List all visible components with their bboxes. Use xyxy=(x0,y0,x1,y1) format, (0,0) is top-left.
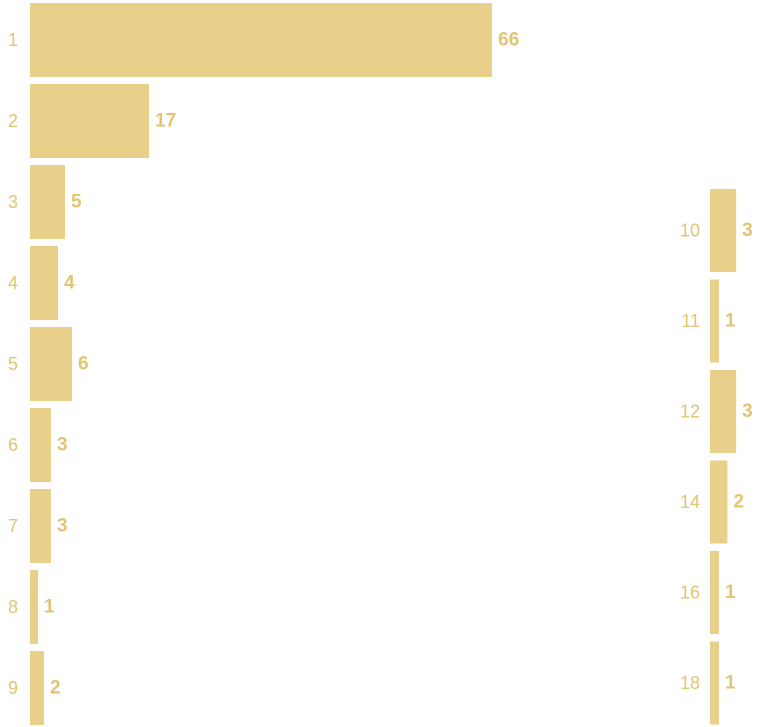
category-label-3: 3 xyxy=(8,192,18,212)
bar-12 xyxy=(710,370,737,453)
category-label-14: 14 xyxy=(680,492,700,512)
value-label-4: 4 xyxy=(64,273,75,294)
bar-11 xyxy=(710,279,719,363)
bar-9 xyxy=(30,651,44,725)
value-label-7: 3 xyxy=(57,516,68,537)
value-label-2: 17 xyxy=(155,111,176,132)
category-label-7: 7 xyxy=(8,516,18,536)
category-label-5: 5 xyxy=(8,354,18,374)
bar-4 xyxy=(30,246,58,320)
bar-3 xyxy=(30,165,65,239)
value-label-18: 1 xyxy=(725,673,736,694)
bar-16 xyxy=(710,551,719,634)
category-label-11: 11 xyxy=(681,311,700,331)
value-label-11: 1 xyxy=(725,311,736,332)
bar-5 xyxy=(30,327,72,401)
category-label-12: 12 xyxy=(680,402,700,422)
value-label-10: 3 xyxy=(742,220,753,241)
category-label-9: 9 xyxy=(8,678,18,698)
value-label-8: 1 xyxy=(44,597,55,618)
bar-14 xyxy=(710,460,728,544)
bar-8 xyxy=(30,570,38,644)
value-label-12: 3 xyxy=(742,401,753,422)
bar-10 xyxy=(710,189,737,272)
chart-panel-left: 1 662 173 54 45 66 37 38 19 2 xyxy=(8,3,519,725)
value-label-14: 2 xyxy=(733,492,744,513)
bar-6 xyxy=(30,408,51,482)
category-label-16: 16 xyxy=(680,583,700,603)
value-label-9: 2 xyxy=(50,678,61,699)
category-label-4: 4 xyxy=(8,273,18,293)
category-label-18: 18 xyxy=(680,673,700,693)
category-label-10: 10 xyxy=(680,221,700,241)
bar-18 xyxy=(710,641,719,725)
chart-panel-right: 10 311 112 314 216 118 1 xyxy=(680,189,753,725)
category-label-6: 6 xyxy=(8,435,18,455)
category-label-8: 8 xyxy=(8,597,18,617)
bar-7 xyxy=(30,489,51,563)
value-label-3: 5 xyxy=(71,192,82,213)
value-label-6: 3 xyxy=(57,435,68,456)
value-label-16: 1 xyxy=(725,582,736,603)
value-label-1: 66 xyxy=(498,30,519,51)
bar-2 xyxy=(30,84,149,158)
bar-1 xyxy=(30,3,492,77)
category-label-1: 1 xyxy=(8,30,18,50)
category-label-2: 2 xyxy=(8,111,18,131)
value-label-5: 6 xyxy=(78,354,89,375)
